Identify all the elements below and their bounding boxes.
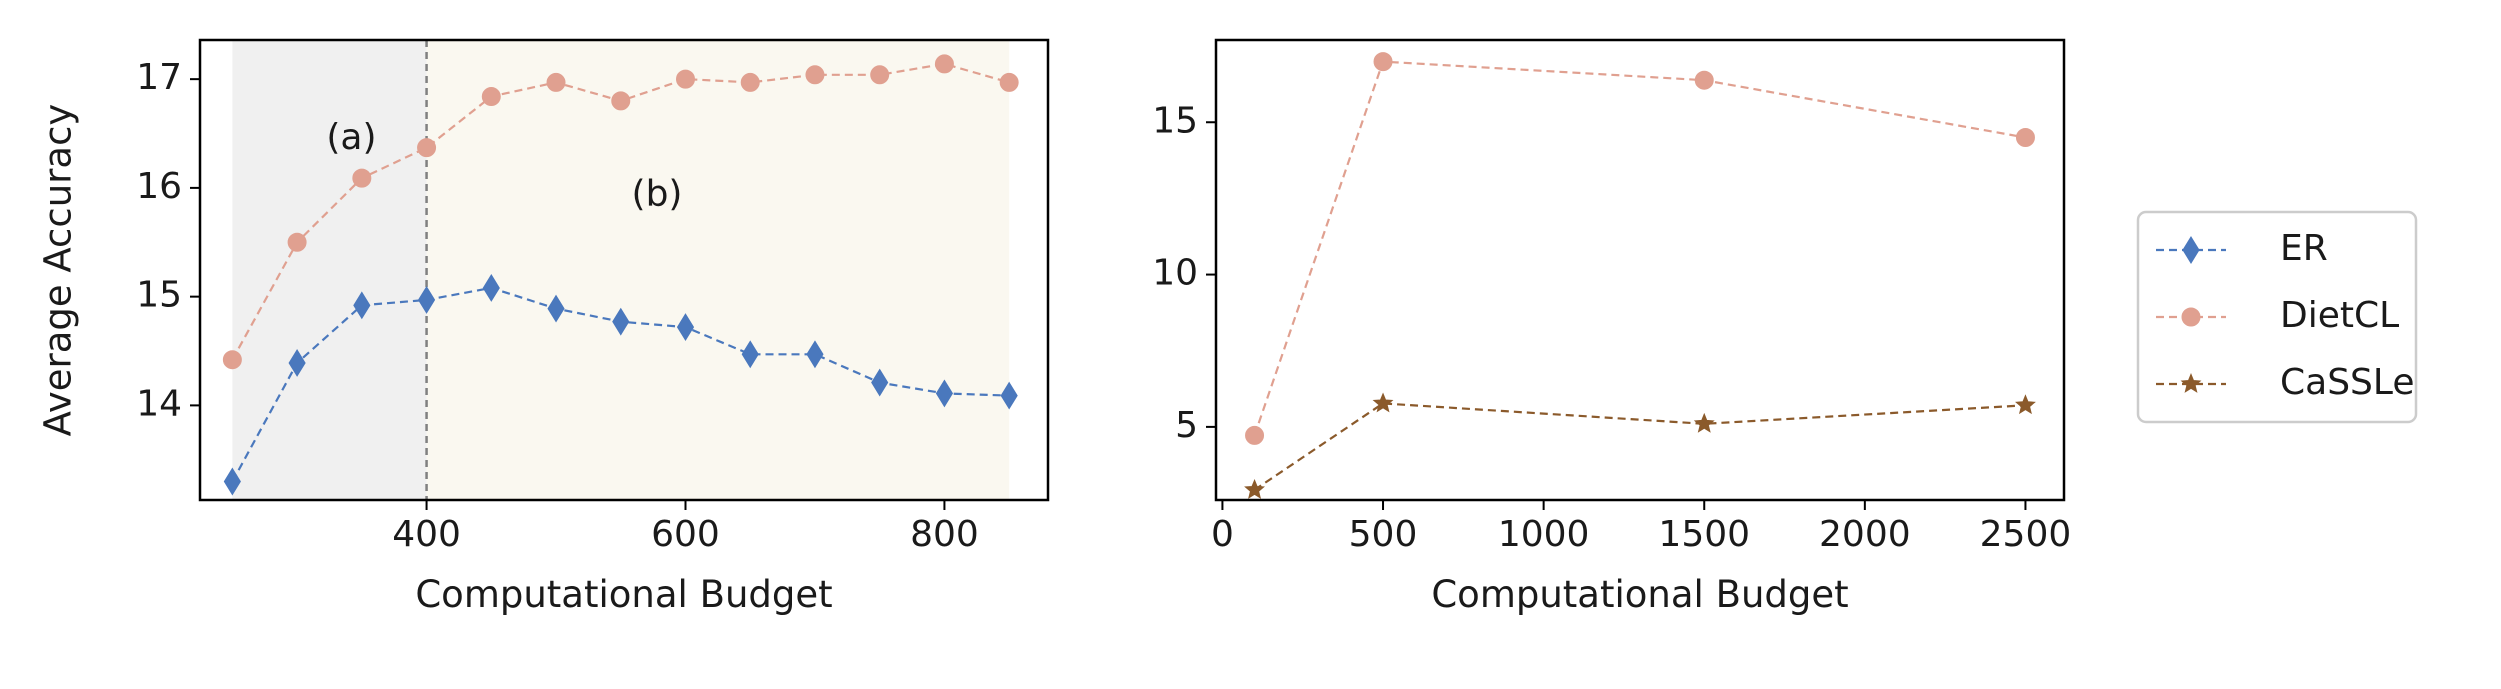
left-y-axis-label: Average Accuracy	[37, 104, 80, 437]
right-series-cassle	[1244, 392, 2036, 499]
right-x-tick-label: 2000	[1819, 514, 1911, 555]
left-point-dietcl	[287, 232, 307, 252]
right-axes-frame	[1214, 38, 2066, 502]
left-point-er	[806, 340, 824, 369]
right-y-tick-label: 5	[1175, 405, 1198, 446]
left-point-dietcl	[805, 65, 825, 85]
left-point-dietcl	[352, 168, 372, 188]
legend-entry-dietcl: DietCL	[2156, 295, 2399, 336]
left-series-dietcl	[222, 54, 1019, 370]
legend-label-cassle: CaSSLe	[2280, 362, 2414, 403]
right-point-cassle	[1693, 412, 1715, 433]
left-point-dietcl	[481, 87, 501, 107]
right-x-axis-label: Computational Budget	[1431, 573, 1848, 616]
left-region-label: (a)	[326, 117, 376, 158]
right-x-tick-label: 1000	[1498, 514, 1590, 555]
left-point-er	[547, 294, 565, 323]
left-x-tick-label: 600	[651, 514, 720, 555]
left-point-dietcl	[675, 69, 695, 89]
right-y-tick-label: 10	[1152, 253, 1198, 294]
left-region-label: (b)	[632, 174, 683, 215]
left-point-dietcl	[611, 91, 631, 111]
left-point-er	[612, 307, 630, 336]
right-x-tick-label: 1500	[1658, 514, 1750, 555]
right-point-cassle	[1372, 392, 1394, 413]
right-point-dietcl	[1373, 52, 1393, 72]
left-series-er	[223, 273, 1018, 496]
right-series-dietcl	[1245, 52, 2035, 445]
right-y-tick-label: 15	[1152, 100, 1198, 141]
left-y-tick-label: 14	[136, 383, 182, 424]
legend-entry-er: ER	[2156, 228, 2328, 269]
left-x-axis-label: Computational Budget	[415, 573, 832, 616]
left-point-dietcl	[934, 54, 954, 74]
left-point-er	[417, 285, 436, 314]
left-point-dietcl	[546, 72, 566, 92]
left-point-er	[353, 291, 371, 320]
left-point-er	[676, 313, 695, 342]
left-y-tick-label: 17	[136, 57, 182, 98]
legend-marker-er	[2182, 236, 2200, 264]
left-point-dietcl	[870, 65, 890, 85]
legend: ER DietCL CaSSLe	[2136, 210, 2418, 424]
left-panel: (a) (b) 400 600 800 14 15 16 17 Computational Bud…	[37, 38, 1050, 616]
left-y-tick-label: 16	[136, 166, 182, 207]
left-point-er	[482, 273, 500, 302]
legend-marker-cassle	[2180, 373, 2202, 393]
legend-label-dietcl: DietCL	[2280, 295, 2399, 336]
right-panel: 0 500 1000 1500 2000 2500 5 10 15 Computational B…	[1152, 38, 2072, 616]
left-point-er	[288, 349, 306, 377]
left-point-er	[741, 340, 759, 369]
right-line-dietcl	[1253, 60, 2026, 436]
left-point-dietcl	[222, 350, 242, 370]
right-point-dietcl	[1245, 425, 1265, 445]
left-point-er	[935, 379, 954, 408]
right-point-cassle	[2015, 394, 2036, 415]
left-point-dietcl	[417, 138, 437, 158]
right-x-tick-label: 500	[1349, 514, 1418, 555]
left-axes-frame	[198, 38, 1050, 502]
left-x-tick-label: 800	[910, 514, 979, 555]
left-point-er	[223, 467, 241, 496]
right-point-dietcl	[1694, 70, 1714, 90]
right-point-dietcl	[2015, 127, 2035, 147]
left-region-b	[426, 40, 1010, 500]
right-point-cassle	[1244, 478, 1265, 499]
left-point-er	[1000, 381, 1018, 410]
left-x-tick-label: 400	[392, 514, 461, 555]
left-point-er	[871, 368, 889, 397]
right-line-cassle	[1253, 402, 2026, 491]
left-region-a	[232, 40, 427, 500]
right-x-tick-label: 0	[1211, 514, 1234, 555]
legend-label-er: ER	[2280, 228, 2328, 269]
legend-box	[2136, 210, 2418, 424]
legend-marker-dietcl	[2181, 307, 2201, 327]
left-y-tick-label: 15	[136, 275, 182, 316]
left-point-dietcl	[999, 72, 1019, 92]
legend-entry-cassle: CaSSLe	[2156, 362, 2414, 403]
right-x-tick-label: 2500	[1980, 514, 2072, 555]
left-point-dietcl	[740, 72, 760, 92]
